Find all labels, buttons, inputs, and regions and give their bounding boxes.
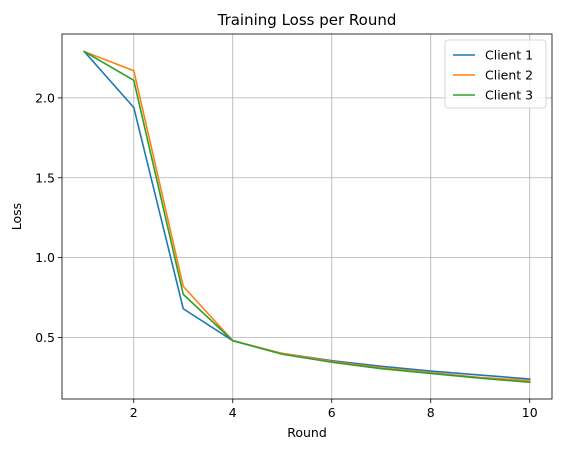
x-tick-label: 8 (427, 405, 435, 420)
y-tick-label: 1.0 (35, 250, 55, 265)
y-tick-label: 2.0 (35, 90, 55, 105)
series-line-client-3 (83, 50, 531, 384)
legend-label-client-3: Client 3 (485, 88, 533, 103)
x-tick-label: 4 (229, 405, 237, 420)
legend: Client 1 Client 2 Client 3 (444, 39, 547, 109)
series-lines (83, 50, 531, 384)
x-tick-label: 6 (328, 405, 336, 420)
x-axis-label: Round (287, 425, 327, 440)
chart-title: Training Loss per Round (217, 11, 397, 29)
y-tick-label: 0.5 (35, 330, 55, 345)
legend-label-client-2: Client 2 (485, 68, 533, 83)
plot-frame (61, 33, 553, 400)
x-tick-label: 10 (522, 405, 538, 420)
x-tick-label: 2 (130, 405, 138, 420)
y-tick-label: 1.5 (35, 170, 55, 185)
legend-label-client-1: Client 1 (485, 48, 533, 63)
legend-box (444, 39, 547, 109)
y-axis-label: Loss (9, 203, 24, 230)
axis-ticks: 2 4 6 8 10 0.5 1.0 1.5 2.0 (35, 90, 538, 420)
